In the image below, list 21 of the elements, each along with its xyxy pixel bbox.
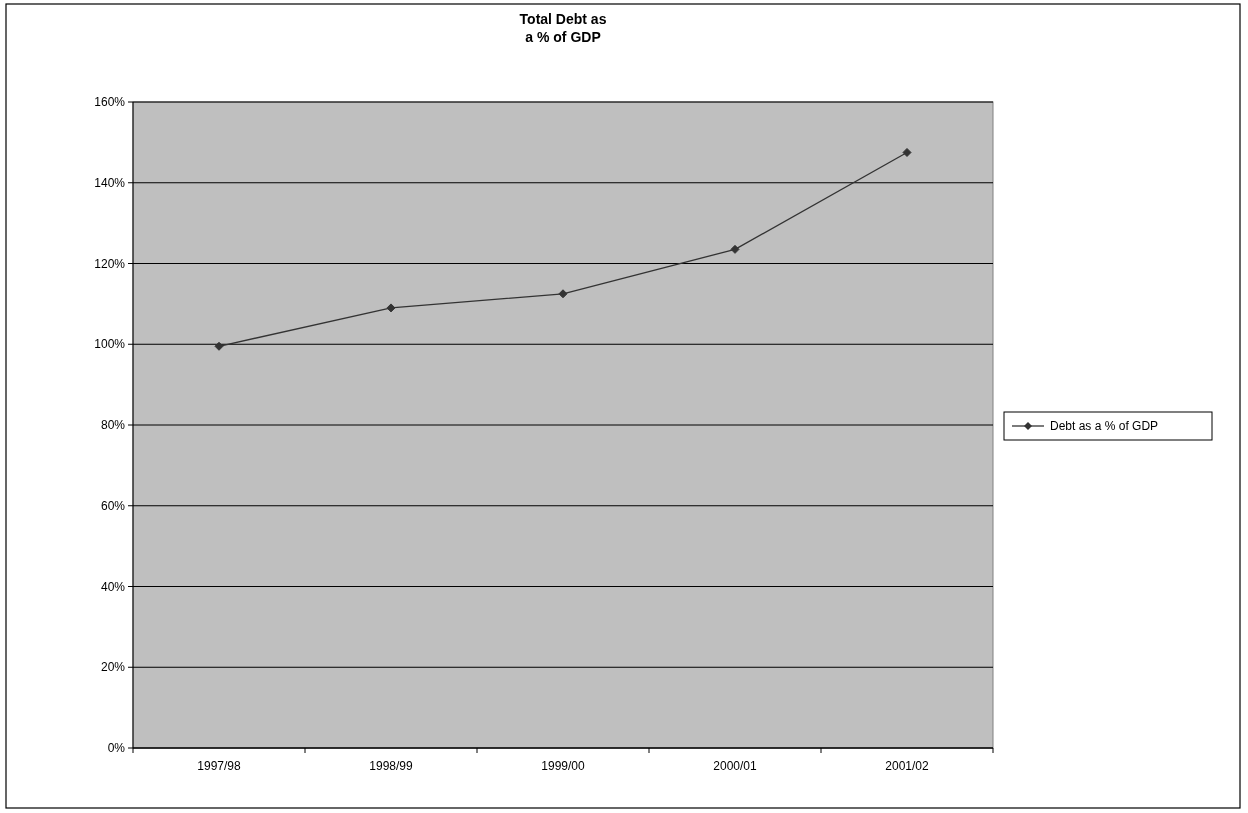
x-tick-label: 1999/00: [541, 759, 586, 773]
chart-title: Total Debt as a % of GDP: [519, 11, 607, 45]
point: [902, 147, 912, 157]
y-tick-label: 120%: [94, 256, 126, 271]
y-tick-label: 40%: [100, 579, 126, 594]
legend-label: Debt as a % of GDP: [1050, 419, 1159, 433]
y-tick-label: 20%: [100, 660, 126, 675]
point: [386, 303, 396, 313]
y-tick-label: 80%: [100, 418, 126, 432]
x-tick-label: 1998/99: [369, 759, 414, 773]
x-tick-label: 1997/98: [197, 759, 242, 773]
y-tick-label: 100%: [94, 337, 126, 352]
x-tick-label: 2000/01: [713, 759, 758, 773]
point: [558, 289, 568, 299]
x-tick-label: 2001/02: [885, 759, 930, 773]
y-tick-label: 0%: [107, 741, 126, 755]
y-tick-label: 60%: [100, 498, 126, 513]
point: [730, 244, 740, 254]
y-tick-label: 140%: [94, 175, 126, 190]
y-tick-label: 160%: [94, 95, 126, 109]
point: [214, 341, 224, 351]
